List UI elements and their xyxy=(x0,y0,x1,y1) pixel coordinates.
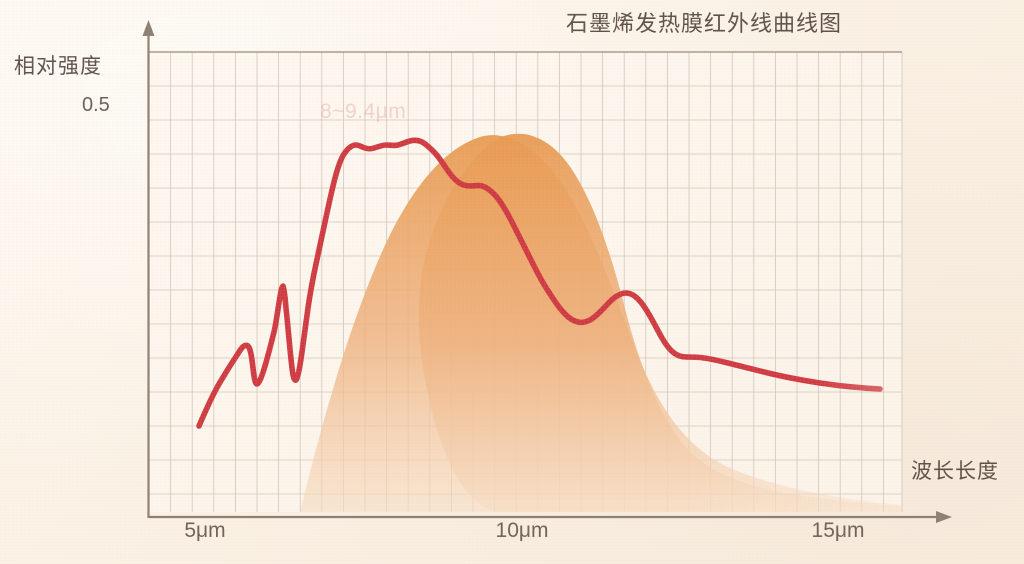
x-axis xyxy=(148,511,952,523)
x-axis-tick-label-10um: 10μm xyxy=(495,519,549,542)
y-axis xyxy=(142,20,155,518)
x-axis-title: 波长长度 xyxy=(911,460,999,483)
x-axis-tick-label-5um: 5μm xyxy=(184,519,226,542)
y-axis-title: 相对强度 xyxy=(14,55,102,78)
blackbody-area-main xyxy=(300,135,902,512)
graphene-ir-curve xyxy=(196,137,883,429)
y-axis-tick-label: 0.5 xyxy=(82,94,110,116)
x-axis-tick-label-15um: 15μm xyxy=(811,519,865,542)
chart-title: 石墨烯发热膜红外线曲线图 xyxy=(566,11,843,36)
